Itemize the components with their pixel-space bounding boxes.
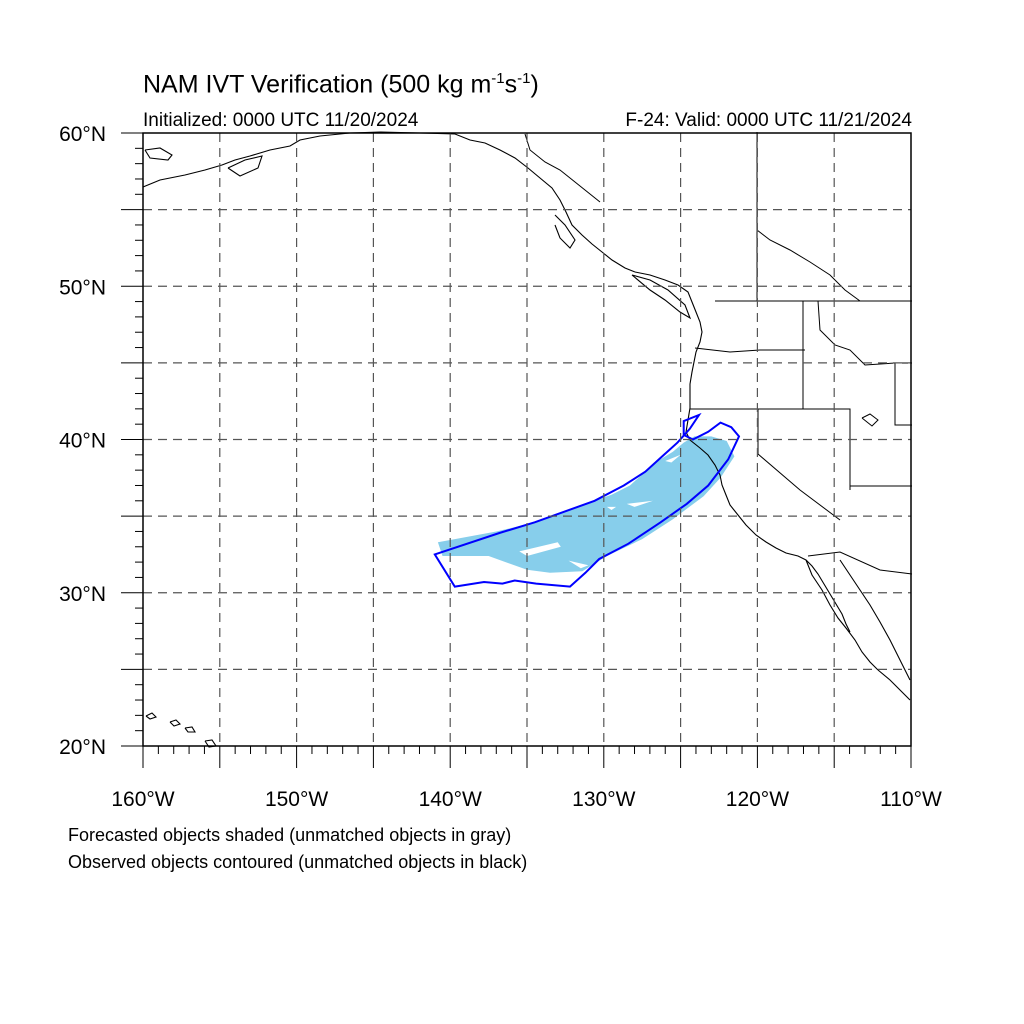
lat-lon-grid bbox=[143, 133, 911, 746]
island-hawaii-1 bbox=[145, 712, 158, 720]
border-wa-or bbox=[694, 347, 805, 353]
lat-label-40: 40°N bbox=[59, 430, 106, 453]
lon-label-110: 110°W bbox=[880, 788, 942, 811]
longitude-labels: 160°W 150°W 140°W 130°W 120°W 110°W bbox=[111, 788, 942, 811]
border-mt bbox=[817, 300, 912, 426]
lon-label-160: 160°W bbox=[111, 788, 174, 811]
lat-label-60: 60°N bbox=[59, 123, 106, 146]
axis-ticks bbox=[121, 132, 912, 768]
latitude-labels: 60°N 50°N 40°N 30°N 20°N bbox=[59, 123, 106, 759]
coastline-kodiak bbox=[227, 155, 263, 177]
border-alaska-canada bbox=[524, 133, 601, 203]
forecast-gap-3 bbox=[626, 500, 653, 507]
island-hawaii-2 bbox=[169, 719, 182, 727]
border-us-mexico bbox=[807, 551, 913, 575]
forecast-legend-note: Forecasted objects shaded (unmatched obj… bbox=[68, 825, 512, 845]
initialized-time: Initialized: 0000 UTC 11/20/2024 bbox=[143, 110, 419, 131]
lat-label-50: 50°N bbox=[59, 276, 106, 299]
lon-label-120: 120°W bbox=[726, 788, 789, 811]
coastline-se-alaska bbox=[554, 214, 576, 249]
forecast-object-gaps bbox=[519, 454, 681, 569]
coastline-vancouver-island bbox=[631, 274, 692, 320]
lon-label-150: 150°W bbox=[265, 788, 328, 811]
coastline bbox=[142, 131, 911, 748]
forecast-gap-1 bbox=[519, 542, 561, 556]
forecast-gap-5 bbox=[665, 454, 681, 463]
political-borders bbox=[524, 132, 913, 575]
observed-object-contour bbox=[433, 412, 741, 588]
border-ca-nv bbox=[757, 409, 841, 521]
lon-label-140: 140°W bbox=[419, 788, 482, 811]
border-nv-ut bbox=[758, 408, 851, 490]
coastline-alaska bbox=[142, 131, 636, 273]
coastline-gulf bbox=[839, 559, 911, 681]
island-hawaii-3 bbox=[184, 726, 196, 733]
plot-title: NAM IVT Verification (500 kg m-1s-1) bbox=[143, 70, 539, 99]
border-bc-ab bbox=[756, 229, 861, 302]
great-salt-lake bbox=[861, 413, 879, 427]
forecast-gap-2 bbox=[568, 560, 589, 569]
lat-label-30: 30°N bbox=[59, 583, 106, 606]
valid-time: F-24: Valid: 0000 UTC 11/21/2024 bbox=[625, 110, 912, 131]
lat-label-20: 20°N bbox=[59, 736, 106, 759]
coastline-west bbox=[634, 271, 851, 633]
lon-label-130: 130°W bbox=[572, 788, 635, 811]
coastline-mexico bbox=[877, 669, 911, 701]
observed-legend-note: Observed objects contoured (unmatched ob… bbox=[68, 852, 528, 872]
coastline-baja bbox=[805, 559, 879, 671]
forecast-gap-4 bbox=[606, 506, 617, 510]
coastline-alaska-islands bbox=[144, 147, 173, 161]
